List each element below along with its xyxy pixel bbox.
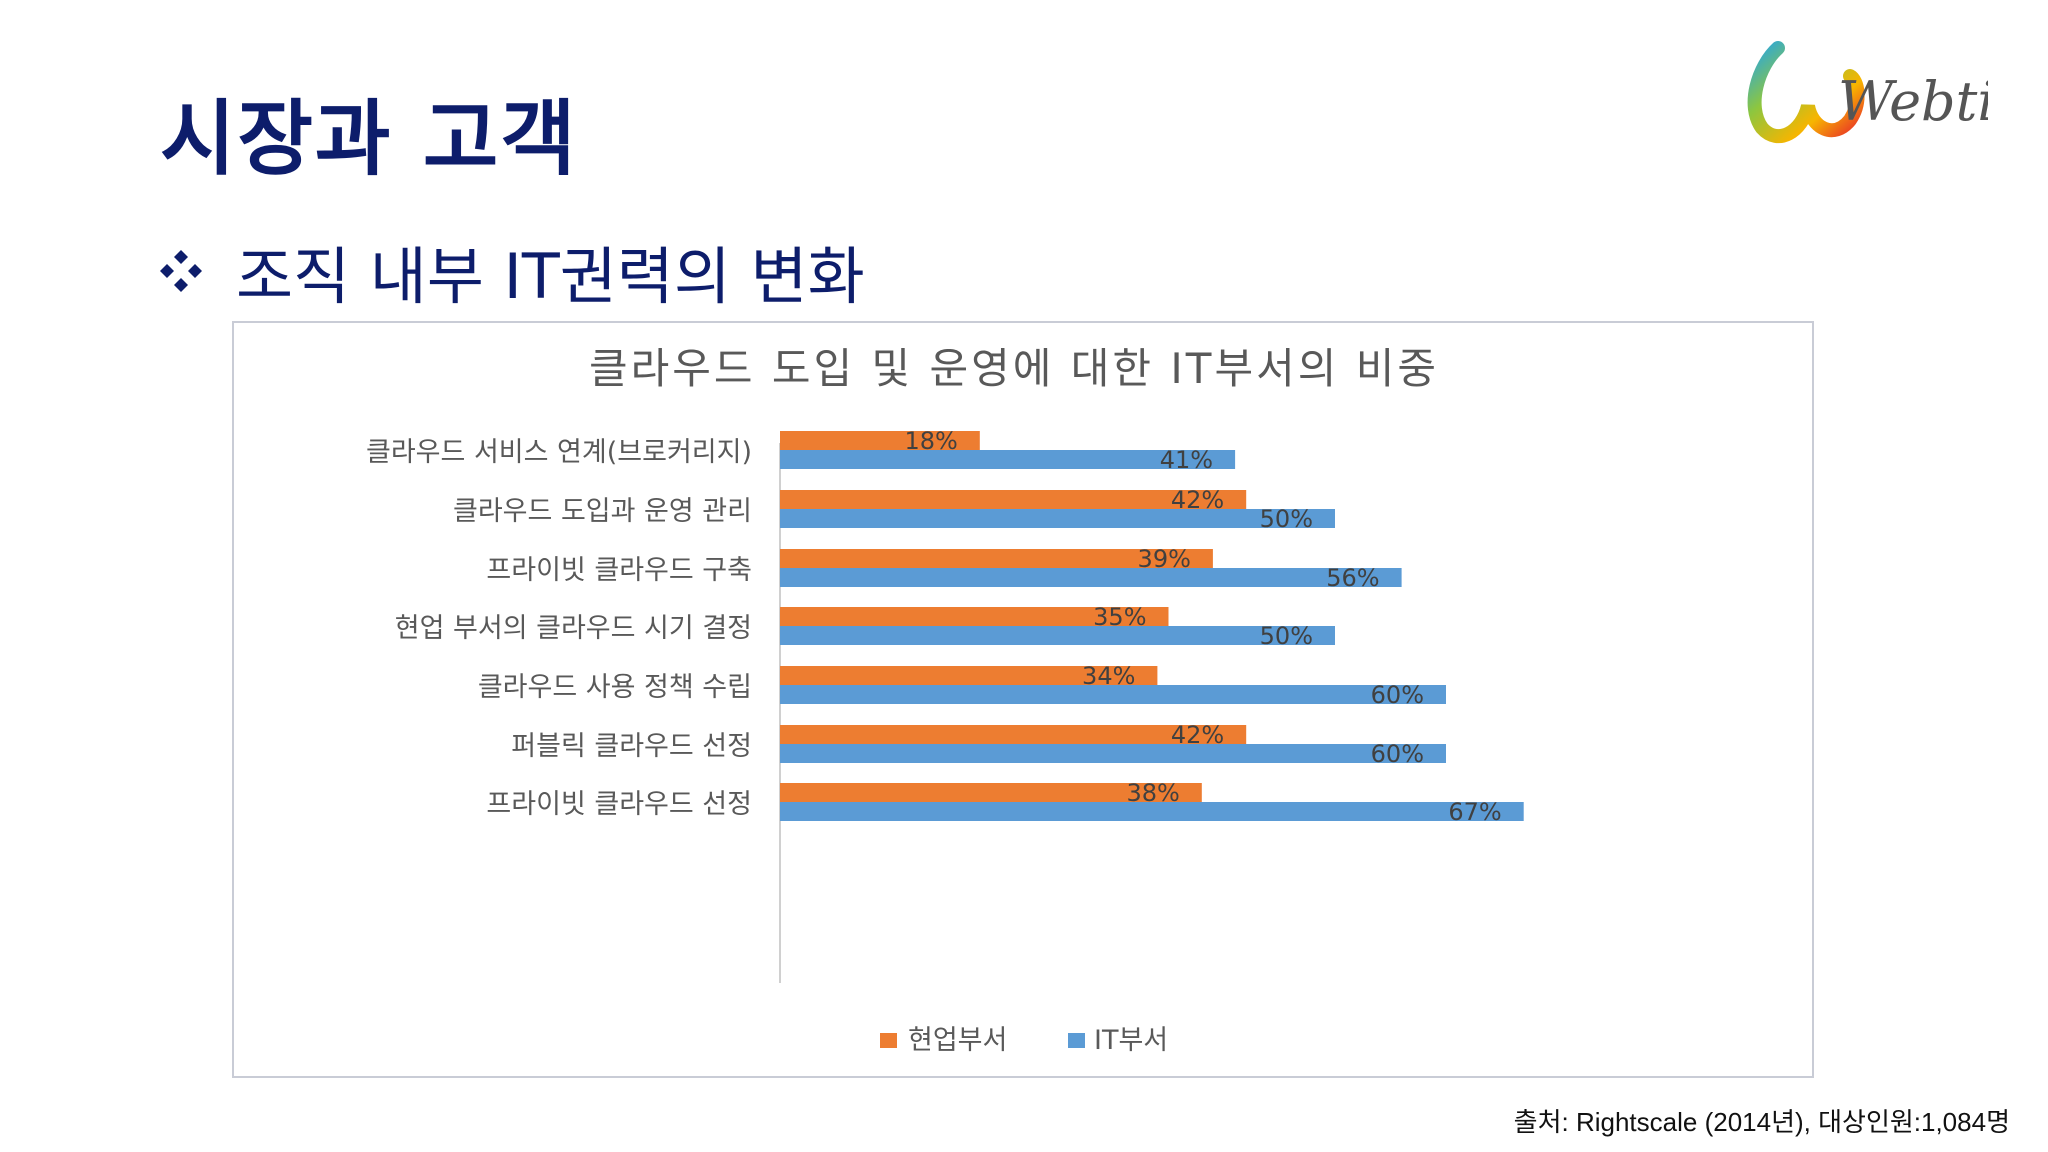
logo-text: Webtime [1838, 70, 1988, 133]
category-label: 퍼블릭 클라우드 선정 [511, 731, 752, 762]
slide-title: 시장과 고객 [160, 92, 578, 187]
bar-business-dept [780, 607, 1169, 626]
category-label: 현업 부서의 클라우드 시기 결정 [395, 613, 752, 644]
legend-label: 현업부서 [908, 1025, 1007, 1056]
bar-chart: 클라우드 도입 및 운영에 대한 IT부서의 비중 클라우드 서비스 연계(브로… [366, 344, 1524, 1056]
source-note: 출처: Rightscale (2014년), 대상인원:1,084명 [1513, 1107, 2010, 1137]
diamond-bullet-icon [160, 250, 202, 292]
bar-business-dept [780, 490, 1247, 509]
legend: 현업부서 IT부서 [880, 1025, 1168, 1056]
bar-it-dept [780, 744, 1446, 763]
data-label: 60% [1371, 681, 1424, 709]
category-label: 프라이빗 클라우드 구축 [486, 555, 752, 586]
data-label: 41% [1160, 446, 1213, 474]
data-label: 50% [1260, 622, 1313, 650]
bar-business-dept [780, 783, 1202, 802]
category-label: 클라우드 서비스 연계(브로커리지) [366, 437, 752, 468]
data-label: 50% [1260, 505, 1313, 533]
bar-it-dept [780, 626, 1335, 645]
chart-container: 클라우드 도입 및 운영에 대한 IT부서의 비중 클라우드 서비스 연계(브로… [232, 321, 1814, 1078]
category-label: 클라우드 도입과 운영 관리 [453, 496, 752, 527]
bar-it-dept [780, 802, 1524, 821]
bars-group: 클라우드 서비스 연계(브로커리지) 18%41%클라우드 도입과 운영 관리 42… [366, 427, 1524, 826]
legend-swatch [1068, 1033, 1085, 1048]
category-label: 클라우드 사용 정책 수립 [478, 672, 752, 703]
bar-it-dept [780, 509, 1335, 528]
bar-business-dept [780, 431, 980, 450]
bar-it-dept [780, 685, 1446, 704]
section-heading-text: 조직 내부 IT권력의 변화 [236, 240, 865, 313]
bar-it-dept [780, 450, 1236, 469]
webtime-logo: Webtime [1738, 36, 2048, 156]
legend-swatch [880, 1033, 897, 1048]
data-label: 56% [1326, 564, 1379, 592]
bar-business-dept [780, 549, 1213, 568]
bar-business-dept [780, 666, 1158, 685]
category-label: 프라이빗 클라우드 선정 [486, 789, 752, 820]
data-label: 60% [1371, 740, 1424, 768]
chart-title: 클라우드 도입 및 운영에 대한 IT부서의 비중 [589, 344, 1439, 393]
section-heading: 조직 내부 IT권력의 변화 [158, 226, 865, 316]
bar-business-dept [780, 725, 1247, 744]
bar-it-dept [780, 568, 1402, 587]
data-label: 67% [1448, 798, 1501, 826]
legend-label: IT부서 [1094, 1025, 1168, 1056]
